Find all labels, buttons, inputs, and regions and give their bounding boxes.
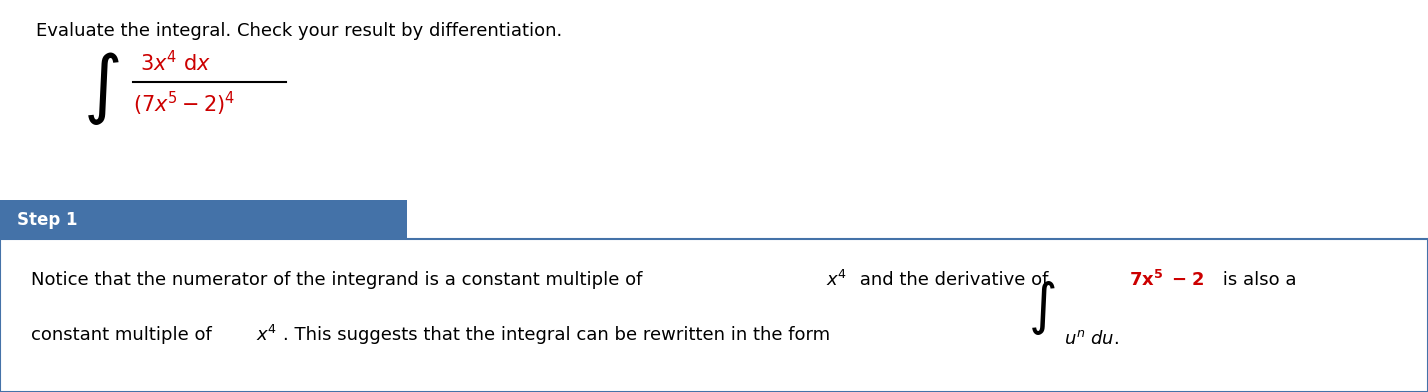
Text: is also a: is also a <box>1217 271 1297 289</box>
Text: $3x^4\ \mathrm{d}x$: $3x^4\ \mathrm{d}x$ <box>140 50 211 75</box>
Text: constant multiple of: constant multiple of <box>31 326 218 344</box>
Text: Step 1: Step 1 <box>17 211 77 229</box>
Text: $\mathbf{7x^5}$: $\mathbf{7x^5}$ <box>1130 270 1162 290</box>
Text: $\int$: $\int$ <box>83 50 120 127</box>
Text: $\int$: $\int$ <box>1028 279 1055 337</box>
FancyBboxPatch shape <box>0 239 1428 392</box>
Text: . This suggests that the integral can be rewritten in the form: . This suggests that the integral can be… <box>283 326 830 344</box>
Text: $u^n\ du.$: $u^n\ du.$ <box>1064 330 1120 348</box>
Text: $x^4$: $x^4$ <box>256 325 277 345</box>
Text: Notice that the numerator of the integrand is a constant multiple of: Notice that the numerator of the integra… <box>31 271 648 289</box>
Text: $\mathbf{-\ 2}$: $\mathbf{-\ 2}$ <box>1171 271 1205 289</box>
Text: Evaluate the integral. Check your result by differentiation.: Evaluate the integral. Check your result… <box>36 22 563 40</box>
Text: $(7x^5-2)^4$: $(7x^5-2)^4$ <box>133 90 236 118</box>
Text: $x^4$: $x^4$ <box>825 270 847 290</box>
Text: and the derivative of: and the derivative of <box>854 271 1054 289</box>
FancyBboxPatch shape <box>0 200 407 239</box>
